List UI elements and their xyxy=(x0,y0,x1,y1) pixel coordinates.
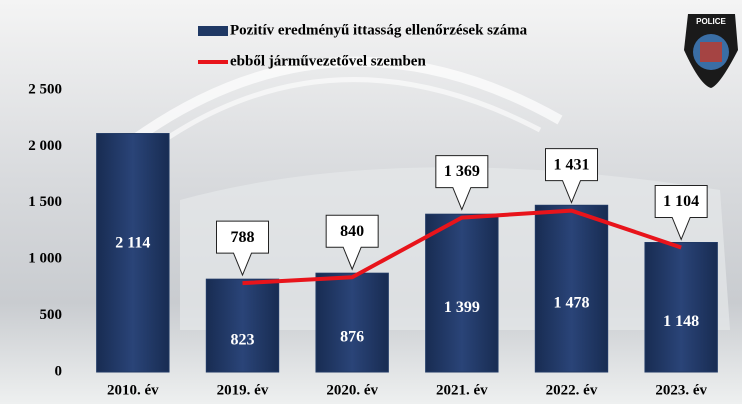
bar xyxy=(644,242,718,373)
bar-value-label: 876 xyxy=(340,328,364,345)
bar xyxy=(96,133,170,373)
x-tick-label: 2019. év xyxy=(217,382,269,398)
y-tick-label: 0 xyxy=(55,363,63,379)
y-tick-label: 2 000 xyxy=(28,138,62,154)
bar-value-label: 2 114 xyxy=(115,234,150,251)
legend: Pozitív eredményű ittasság ellenőrzések … xyxy=(198,22,528,69)
x-tick-label: 2023. év xyxy=(655,382,707,398)
x-tick-label: 2021. év xyxy=(436,382,488,398)
line-value-label: 1 431 xyxy=(554,156,590,173)
bar xyxy=(315,272,389,373)
y-tick-label: 1 000 xyxy=(28,251,62,267)
line-value-label: 1 104 xyxy=(663,193,699,210)
svg-text:POLICE: POLICE xyxy=(696,17,726,26)
legend-label: Pozitív eredményű ittasság ellenőrzések … xyxy=(230,22,528,38)
bar-value-label: 1 148 xyxy=(663,313,699,330)
line-value-label: 1 369 xyxy=(444,163,480,180)
bar xyxy=(425,213,499,373)
bridge-arch xyxy=(148,77,542,153)
callout xyxy=(545,148,598,204)
x-tick-label: 2020. év xyxy=(326,382,378,398)
line xyxy=(242,208,682,286)
bar-value-label: 823 xyxy=(231,331,255,348)
bar-value-label: 1 399 xyxy=(444,299,480,316)
bar xyxy=(534,204,609,373)
bar-value-label: 1 478 xyxy=(554,294,590,311)
callout xyxy=(325,214,379,271)
police-badge: POLICE xyxy=(684,14,738,88)
legend-swatch xyxy=(198,26,228,36)
x-tick-label: 2022. év xyxy=(546,382,598,398)
y-tick-label: 2 500 xyxy=(28,81,62,97)
callout xyxy=(654,184,708,241)
bar xyxy=(205,278,280,373)
line-value-label: 840 xyxy=(340,223,364,240)
callout xyxy=(216,220,269,277)
line-value-label: 788 xyxy=(231,229,255,246)
y-tick-label: 500 xyxy=(40,307,63,323)
legend-label: ebből járművezetővel szemben xyxy=(230,53,426,69)
bridge-arch xyxy=(116,56,563,154)
x-tick-label: 2010. év xyxy=(107,382,159,398)
y-tick-label: 1 500 xyxy=(28,194,62,210)
callout xyxy=(435,155,489,211)
